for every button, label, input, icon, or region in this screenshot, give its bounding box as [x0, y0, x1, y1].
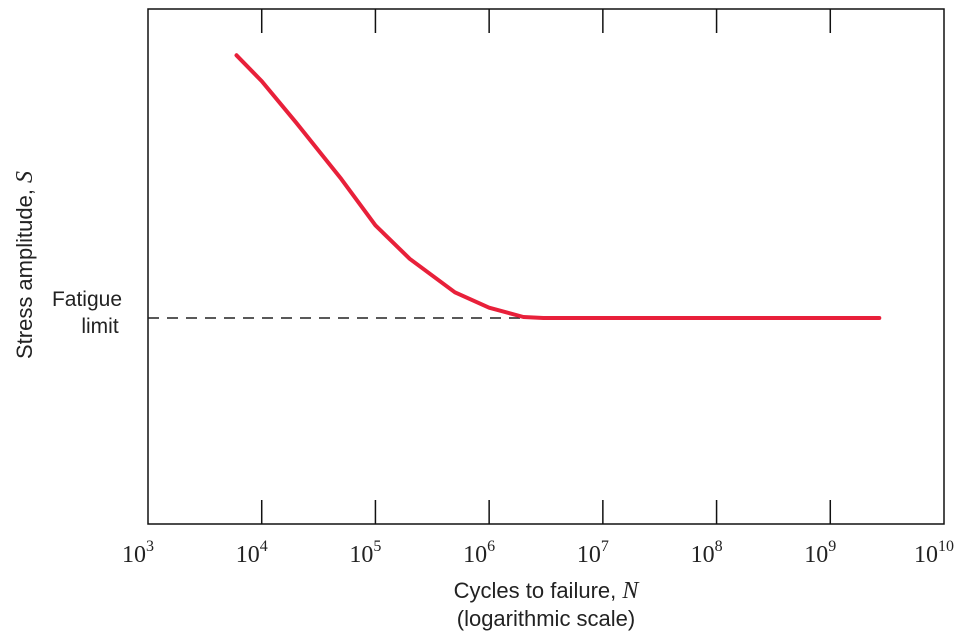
top-ticks — [260, 9, 832, 33]
plot-frame — [147, 8, 945, 525]
fatigue-limit-label-line1: Fatigue — [52, 288, 122, 311]
x-tick-label: 109 — [804, 538, 836, 568]
fatigue-limit-label-line2: limit — [81, 315, 118, 338]
x-tick-label: 105 — [349, 538, 381, 568]
y-axis-label: Stress amplitude, S — [12, 171, 38, 359]
x-tick-label: 108 — [691, 538, 723, 568]
x-tick-labels: 103 104 105 106 107 108 109 1010 — [122, 538, 954, 568]
x-axis-label: Cycles to failure, N — [454, 578, 641, 604]
x-tick-label: 1010 — [914, 538, 954, 568]
x-tick-label: 107 — [577, 538, 609, 568]
bottom-ticks — [260, 500, 832, 524]
x-tick-label: 103 — [122, 538, 154, 568]
x-tick-label: 106 — [463, 538, 495, 568]
sn-curve-series — [234, 53, 882, 320]
x-axis-sublabel: (logarithmic scale) — [457, 606, 636, 631]
x-tick-label: 104 — [236, 538, 268, 568]
